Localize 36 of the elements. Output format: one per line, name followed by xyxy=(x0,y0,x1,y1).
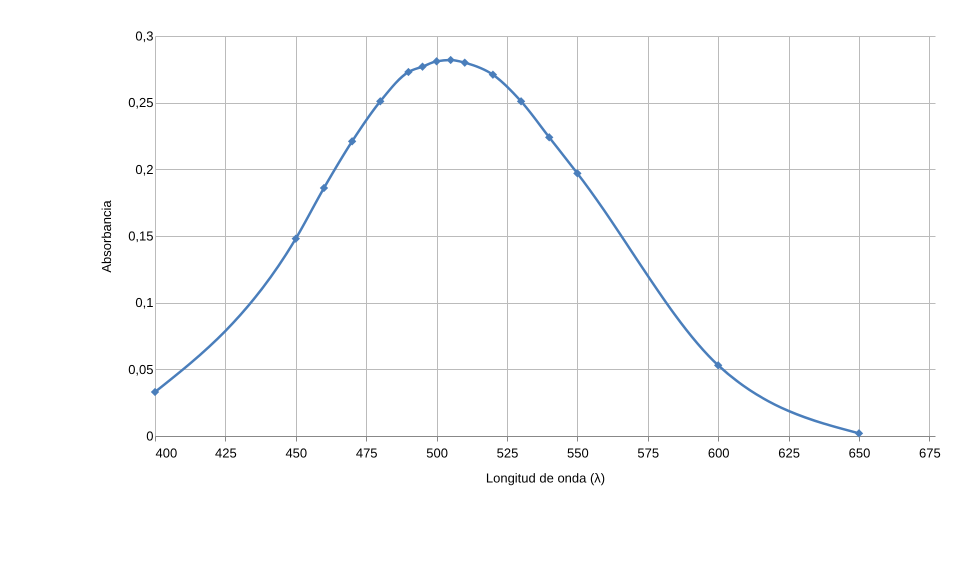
x-tick-label: 600 xyxy=(708,446,730,460)
x-tick-label: 450 xyxy=(285,446,308,460)
point xyxy=(488,70,498,79)
point xyxy=(404,68,413,76)
x-tick-label: 675 xyxy=(919,446,941,460)
y-tick-label: 0,3 xyxy=(135,28,154,44)
x-tick-label: 550 xyxy=(567,446,589,460)
x-tick-label: 625 xyxy=(778,446,800,460)
y-axis-title: Absorbancia xyxy=(99,200,114,273)
point xyxy=(432,57,441,66)
point xyxy=(418,62,427,71)
x-tick-label: 425 xyxy=(215,446,237,460)
point xyxy=(573,169,582,178)
point xyxy=(150,388,160,396)
x-axis-title: Longitud de onda (λ) xyxy=(486,470,606,486)
y-tick-label: 0,15 xyxy=(128,228,154,244)
point xyxy=(516,97,526,106)
point xyxy=(714,361,722,370)
point xyxy=(460,58,469,67)
y-tick-label: 0 xyxy=(146,428,154,444)
point xyxy=(376,97,384,106)
x-tick-label: 650 xyxy=(848,446,870,460)
x-tick-label: 575 xyxy=(637,446,660,460)
y-tick-label: 0,25 xyxy=(128,95,154,110)
point xyxy=(854,429,864,438)
point xyxy=(320,184,328,192)
x-tick-label: 475 xyxy=(356,446,378,460)
point xyxy=(348,137,356,146)
point xyxy=(292,234,300,243)
x-tick-label: 400 xyxy=(156,446,178,460)
point xyxy=(545,133,554,142)
y-tick-label: 0,2 xyxy=(135,162,154,177)
x-tick-label: 525 xyxy=(496,446,518,460)
y-tick-label: 0,05 xyxy=(128,362,154,377)
y-tick-label: 0,1 xyxy=(135,295,154,310)
x-tick-label: 500 xyxy=(426,446,448,460)
